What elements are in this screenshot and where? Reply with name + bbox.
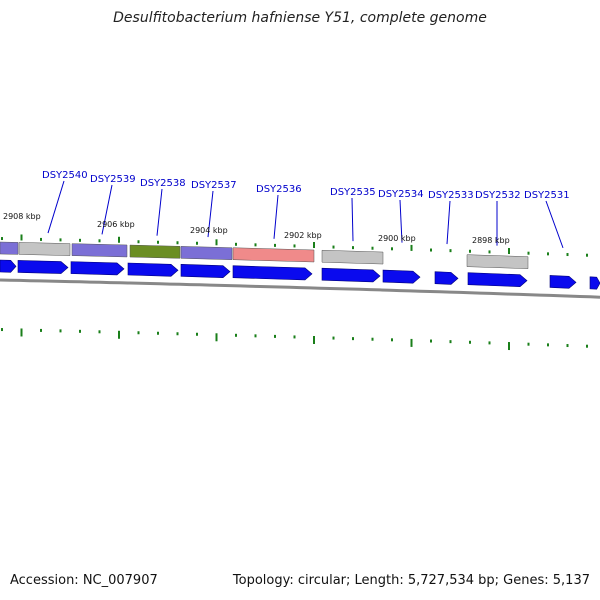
kbp-label: 2906 kbp	[97, 220, 135, 229]
tick-marks	[1, 234, 588, 351]
gene-label: DSY2533	[428, 190, 474, 201]
gene-arrow	[589, 276, 600, 290]
gene-arrow	[70, 261, 125, 276]
backbone-layer	[0, 278, 600, 299]
accession-text: Accession: NC_007907	[10, 573, 158, 588]
gene-arrow	[180, 264, 231, 278]
leader-line	[351, 197, 354, 242]
leader-line	[156, 188, 163, 236]
cog-category-bands	[0, 241, 529, 269]
gene-label: DSY2535	[330, 187, 376, 198]
cog-band	[0, 241, 19, 255]
gene-arrow	[321, 267, 381, 283]
gene-arrow	[467, 272, 528, 287]
kbp-label: 2902 kbp	[284, 231, 322, 240]
leader-line	[101, 184, 113, 235]
topology-text: Topology: circular; Length: 5,727,534 bp…	[232, 573, 590, 588]
kbp-label: 2900 kbp	[378, 234, 416, 243]
label-leader-lines	[47, 180, 564, 249]
gene-arrow	[127, 262, 179, 277]
gene-label: DSY2534	[378, 189, 424, 200]
gene-arrows	[0, 259, 600, 290]
gene-label: DSY2531	[524, 190, 570, 201]
gene-labels: DSY2540 DSY2539 DSY2538 DSY2537 DSY2536 DSY25…	[42, 170, 570, 201]
kbp-label: 2904 kbp	[190, 226, 228, 235]
gene-arrow	[549, 275, 577, 289]
leader-line	[207, 190, 214, 238]
cog-band	[129, 244, 181, 259]
gene-arrow	[382, 269, 421, 284]
gene-arrow	[0, 259, 17, 273]
gene-label: DSY2538	[140, 178, 186, 189]
gene-arrow	[17, 260, 69, 274]
gene-arrow	[434, 271, 459, 285]
leader-line	[446, 200, 451, 245]
kbp-label: 2908 kbp	[3, 212, 41, 221]
gene-label: DSY2536	[256, 184, 302, 195]
gene-label: DSY2532	[475, 190, 521, 201]
gene-arrow	[232, 265, 313, 281]
backbone-line	[0, 278, 600, 299]
cog-band	[232, 247, 315, 263]
gene-label: DSY2540	[42, 170, 88, 181]
map-title: Desulfitobacterium hafniense Y51, comple…	[113, 10, 487, 26]
cog-band	[18, 242, 71, 256]
leader-line	[273, 194, 279, 239]
gene-label: DSY2537	[191, 180, 237, 191]
cog-band	[321, 249, 384, 265]
cog-band	[466, 254, 529, 269]
leader-line	[47, 180, 65, 234]
gene-label: DSY2539	[90, 174, 136, 185]
kbp-label: 2898 kbp	[472, 236, 510, 245]
leader-line	[545, 200, 564, 249]
cog-band	[71, 243, 128, 258]
leader-line	[399, 199, 403, 243]
kbp-labels: 2908 kbp 2906 kbp 2904 kbp 2902 kbp 2900 kbp…	[3, 212, 510, 245]
cog-band	[180, 246, 233, 260]
